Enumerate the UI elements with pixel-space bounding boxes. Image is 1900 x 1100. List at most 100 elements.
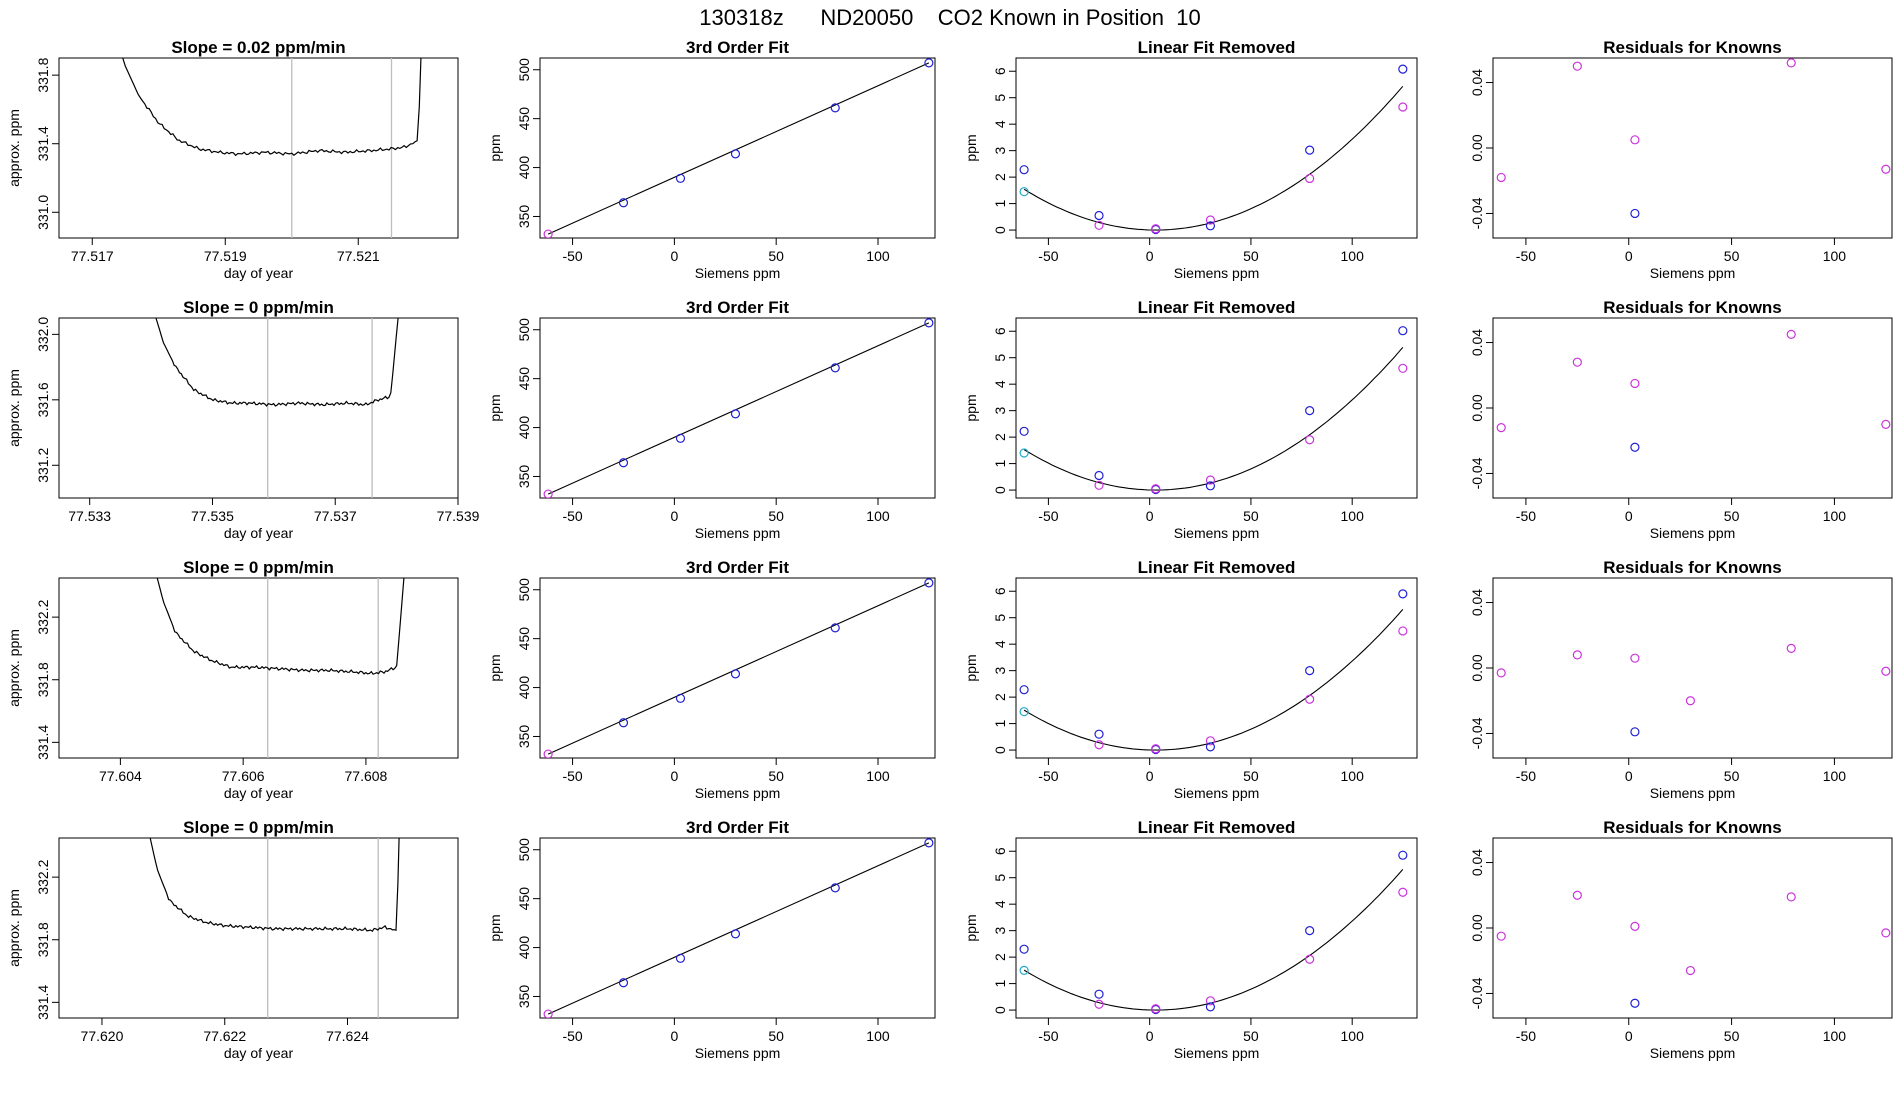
panel-title: Slope = 0.02 ppm/min <box>171 38 345 57</box>
panel-title: Linear Fit Removed <box>1138 558 1296 577</box>
y-tick-label: 3 <box>992 147 1008 155</box>
x-tick-label: 100 <box>1341 508 1365 524</box>
data-point-magenta <box>1496 423 1506 433</box>
y-tick-label: 0 <box>992 1006 1008 1014</box>
data-point-cyan <box>1019 965 1029 975</box>
data-point-blue <box>1398 589 1408 599</box>
x-tick-label: 100 <box>1823 768 1847 784</box>
x-tick-label: 50 <box>1243 248 1259 264</box>
x-tick-label: -50 <box>562 1028 582 1044</box>
data-point-magenta <box>1398 626 1408 636</box>
x-tick-label: 0 <box>1146 248 1154 264</box>
panel-0-3: Residuals for Knowns -50 0 50 100 -0.04 0.00 0.… <box>1469 38 1893 281</box>
data-point-magenta <box>543 229 553 238</box>
y-tick-label: 3 <box>992 667 1008 675</box>
y-tick-label: 0.04 <box>1469 69 1485 96</box>
data-point-magenta <box>1305 954 1315 964</box>
data-point-magenta <box>1630 135 1640 145</box>
x-tick-label: 77.622 <box>203 1028 246 1044</box>
plot-area <box>149 838 400 1018</box>
y-axis-label: ppm <box>487 654 503 681</box>
x-tick-label: 0 <box>670 508 678 524</box>
x-tick-label: 77.519 <box>204 248 247 264</box>
data-point-blue <box>1019 944 1029 954</box>
panel-3-3: Residuals for Knowns -50 0 50 100 -0.04 0.00 0.… <box>1469 818 1893 1061</box>
data-point-blue <box>1019 165 1029 175</box>
plot-area <box>543 578 934 758</box>
data-point-blue <box>675 173 686 183</box>
data-point-magenta <box>1205 475 1216 485</box>
y-tick-label: 450 <box>516 627 532 651</box>
x-tick-label: 100 <box>866 1028 890 1044</box>
y-tick-label: 0.04 <box>1469 589 1485 616</box>
x-tick-label: 77.624 <box>326 1028 369 1044</box>
y-tick-label: 400 <box>516 416 532 440</box>
y-tick-label: 4 <box>992 380 1008 388</box>
x-tick-label: -50 <box>1038 508 1058 524</box>
x-tick-label: 50 <box>768 508 784 524</box>
data-point-blue <box>1630 208 1640 219</box>
data-point-magenta <box>1496 172 1506 183</box>
x-tick-label: 77.517 <box>71 248 114 264</box>
y-axis-label: approx. ppm <box>6 629 22 707</box>
y-tick-label: 1 <box>992 979 1008 987</box>
panel-title: 3rd Order Fit <box>686 298 789 317</box>
plot-area <box>156 578 405 758</box>
data-point-magenta <box>1094 999 1104 1009</box>
x-tick-label: 0 <box>670 248 678 264</box>
x-tick-label: 50 <box>768 1028 784 1044</box>
x-tick-label: -50 <box>1516 248 1536 264</box>
y-axis-label: ppm <box>963 134 979 161</box>
panel-1-1: 3rd Order Fit -50 0 50 100 350 400 450 500 Siemen… <box>487 298 936 541</box>
data-point-magenta <box>1151 224 1161 234</box>
x-tick-label: -50 <box>1516 768 1536 784</box>
panel-1-2: Linear Fit Removed -50 0 50 100 0 1 2 3 4 5 6 Siemen… <box>963 298 1418 541</box>
y-tick-label: 400 <box>516 676 532 700</box>
y-tick-label: 331.8 <box>35 57 51 92</box>
y-axis-label: ppm <box>963 914 979 941</box>
data-point-blue <box>1205 481 1216 491</box>
panel-title: Slope = 0 ppm/min <box>183 298 334 317</box>
data-point-blue <box>1094 210 1104 221</box>
data-point-blue <box>730 929 741 939</box>
x-axis-label: day of year <box>224 1045 294 1061</box>
data-point-blue <box>1205 1002 1216 1012</box>
data-point-magenta <box>543 1009 553 1018</box>
x-tick-label: 0 <box>1625 248 1633 264</box>
y-tick-label: 4 <box>992 120 1008 128</box>
data-point-magenta <box>1786 892 1796 902</box>
plot-frame <box>58 837 459 1019</box>
x-tick-label: 50 <box>1724 248 1740 264</box>
data-point-magenta <box>1630 378 1640 389</box>
data-point-blue <box>618 198 629 208</box>
plot-area <box>155 318 399 498</box>
x-tick-label: 0 <box>1146 508 1154 524</box>
y-tick-label: 331.6 <box>35 382 51 417</box>
fit-curve <box>1023 869 1404 1011</box>
plot-frame <box>58 577 459 759</box>
x-tick-label: 77.521 <box>337 248 380 264</box>
y-tick-label: 3 <box>992 407 1008 415</box>
y-tick-label: -0.04 <box>1469 977 1485 1009</box>
data-point-magenta <box>1786 58 1796 68</box>
plot-frame <box>539 317 936 499</box>
x-axis-label: Siemens ppm <box>1650 265 1736 281</box>
y-tick-label: 4 <box>992 640 1008 648</box>
x-tick-label: 100 <box>1823 248 1847 264</box>
x-tick-label: 50 <box>1724 1028 1740 1044</box>
panel-title: 3rd Order Fit <box>686 38 789 57</box>
panel-title: 3rd Order Fit <box>686 558 789 577</box>
y-tick-label: 6 <box>992 847 1008 855</box>
panel-0-0: Slope = 0.02 ppm/min 77.517 77.519 77.521 33… <box>6 38 459 281</box>
y-axis-label: approx. ppm <box>6 369 22 447</box>
x-tick-label: 77.539 <box>437 508 480 524</box>
data-point-blue <box>924 318 934 328</box>
y-tick-label: 331.8 <box>35 662 51 697</box>
y-tick-label: 500 <box>516 318 532 342</box>
y-tick-label: 5 <box>992 354 1008 362</box>
y-tick-label: 400 <box>516 936 532 960</box>
data-point-blue <box>1398 326 1408 336</box>
y-tick-label: 5 <box>992 94 1008 102</box>
y-tick-label: 500 <box>516 578 532 602</box>
